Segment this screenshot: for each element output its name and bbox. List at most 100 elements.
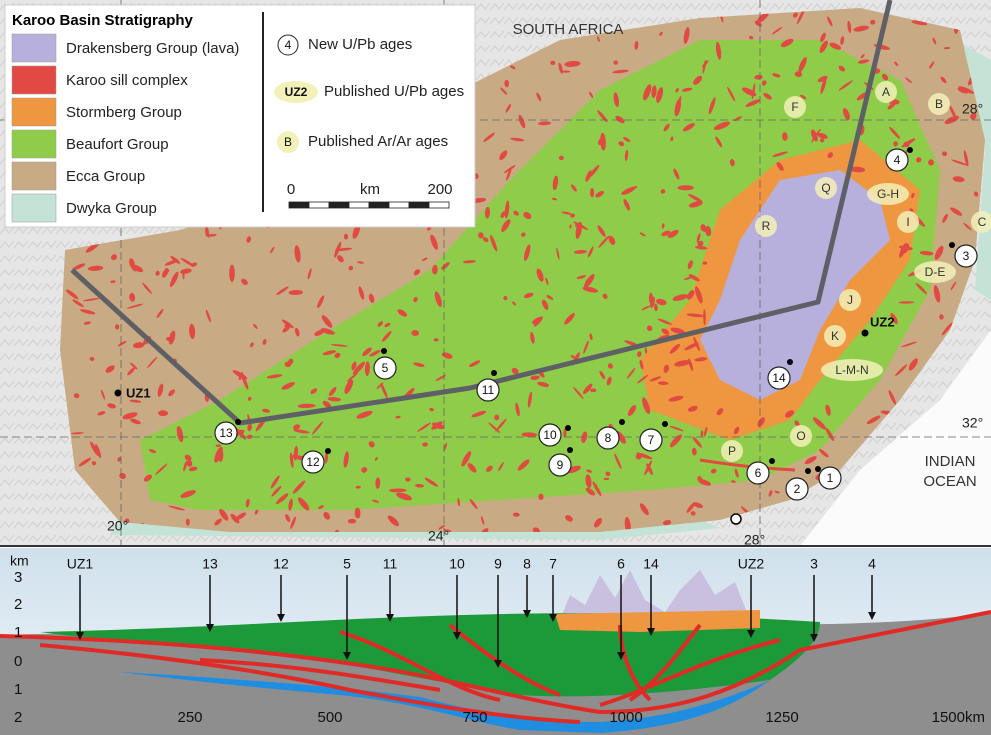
new-age-label: 6 — [755, 466, 762, 480]
distance-label: 1250 — [765, 709, 798, 726]
scale-bar-segment — [329, 202, 349, 208]
sample-dot — [862, 330, 869, 337]
sill — [590, 389, 596, 393]
new-age-label: 4 — [894, 153, 901, 167]
distance-label: 1500km — [932, 709, 985, 726]
legend-label: Stormberg Group — [66, 104, 182, 121]
published-upb-label: UZ1 — [126, 385, 151, 400]
scale-bar-segment — [289, 202, 309, 208]
legend-swatch — [12, 98, 56, 126]
ocean-label: INDIAN — [925, 453, 976, 470]
depth-unit: km — [10, 553, 29, 569]
ar-ar-label: A — [882, 85, 890, 99]
sample-dot — [381, 348, 387, 354]
new-age-label: 12 — [306, 455, 320, 469]
new-age-label: 2 — [794, 482, 801, 496]
sill — [344, 234, 348, 240]
scale-bar-segment — [309, 202, 329, 208]
legend-swatch — [12, 194, 56, 222]
distance-label: 750 — [462, 709, 487, 726]
sample-dot — [325, 448, 331, 454]
site-label: 13 — [202, 556, 218, 572]
ar-ar-label: G-H — [877, 187, 899, 201]
ar-ar-label: Q — [821, 181, 830, 195]
depth-label: 2 — [14, 596, 22, 613]
site-label: 9 — [494, 556, 502, 572]
scale-label: 0 — [287, 181, 295, 198]
sample-dot — [567, 447, 573, 453]
sample-dot — [769, 458, 775, 464]
legend-symbol-label: Published U/Pb ages — [324, 83, 464, 100]
new-age-label: 10 — [543, 428, 557, 442]
site-label: 5 — [343, 556, 351, 572]
new-age-label: 3 — [963, 249, 970, 263]
cross-section: km321012250500750100012501500kmUZ1131251… — [0, 548, 991, 735]
scale-bar-segment — [389, 202, 409, 208]
graticule-label: 20° — [107, 518, 128, 534]
ar-ar-label: I — [906, 215, 909, 229]
country-label: SOUTH AFRICA — [513, 21, 624, 38]
site-label: 12 — [273, 556, 289, 572]
ar-ar-label: D-E — [925, 265, 946, 279]
sample-dot — [235, 419, 241, 425]
sill — [229, 265, 235, 282]
ar-ar-label: C — [978, 215, 987, 229]
distance-label: 250 — [177, 709, 202, 726]
site-label: 3 — [810, 556, 818, 572]
legend-label: Karoo sill complex — [66, 72, 188, 89]
distance-label: 500 — [317, 709, 342, 726]
sample-dot — [619, 419, 625, 425]
sample-dot — [907, 147, 913, 153]
legend-symbol-marker: UZ2 — [285, 85, 308, 99]
page: { "legend": { "title": "Karoo Basin Stra… — [0, 0, 991, 735]
ar-ar-label: L-M-N — [835, 363, 868, 377]
site-label: 7 — [549, 556, 557, 572]
depth-label: 3 — [14, 569, 22, 586]
legend-symbol-label: Published Ar/Ar ages — [308, 133, 448, 150]
legend-swatch — [12, 66, 56, 94]
legend-swatch — [12, 130, 56, 158]
new-age-label: 13 — [219, 426, 233, 440]
legend-label: Beaufort Group — [66, 136, 169, 153]
legend-label: Ecca Group — [66, 168, 145, 185]
legend-label: Drakensberg Group (lava) — [66, 40, 239, 57]
new-age-label: 1 — [827, 471, 834, 485]
sample-dot — [115, 390, 122, 397]
sample-dot — [787, 359, 793, 365]
site-label: 8 — [523, 556, 531, 572]
site-label: 10 — [449, 556, 465, 572]
ocean-label: OCEAN — [923, 473, 976, 490]
sample-dot — [565, 425, 571, 431]
site-label: 6 — [617, 556, 625, 572]
legend-symbol-marker: B — [284, 135, 292, 149]
graticule-label: 32° — [962, 415, 983, 431]
published-upb-label: UZ2 — [870, 314, 895, 329]
legend: Karoo Basin Stratigraphy Drakensberg Gro… — [5, 5, 475, 227]
figure: 20°24°28°28°32°SOUTH AFRICAINDIANOCEANAB… — [0, 0, 991, 735]
new-age-label: 5 — [382, 361, 389, 375]
new-age-label: 9 — [557, 458, 564, 472]
sample-dot — [662, 421, 668, 427]
depth-label: 0 — [14, 653, 22, 670]
sample-dot — [491, 370, 497, 376]
site-label: 11 — [383, 556, 398, 572]
scale-bar-segment — [429, 202, 449, 208]
site-label: 14 — [643, 556, 659, 572]
distance-label: 1000 — [609, 709, 642, 726]
legend-swatch — [12, 34, 56, 62]
graticule-label: 28° — [962, 101, 983, 117]
ar-ar-label: B — [935, 97, 943, 111]
sill — [562, 71, 571, 73]
ar-ar-label: J — [847, 293, 853, 307]
depth-label: 1 — [14, 681, 22, 698]
sill — [92, 461, 96, 465]
sample-dot — [949, 242, 955, 248]
new-age-label: 7 — [648, 433, 655, 447]
site-label: UZ2 — [738, 556, 765, 572]
ar-ar-label: K — [831, 329, 839, 343]
scale-bar-segment — [369, 202, 389, 208]
scale-label: 200 — [427, 181, 452, 198]
scale-bar-segment — [349, 202, 369, 208]
legend-title: Karoo Basin Stratigraphy — [12, 12, 194, 29]
sample-dot — [815, 466, 821, 472]
